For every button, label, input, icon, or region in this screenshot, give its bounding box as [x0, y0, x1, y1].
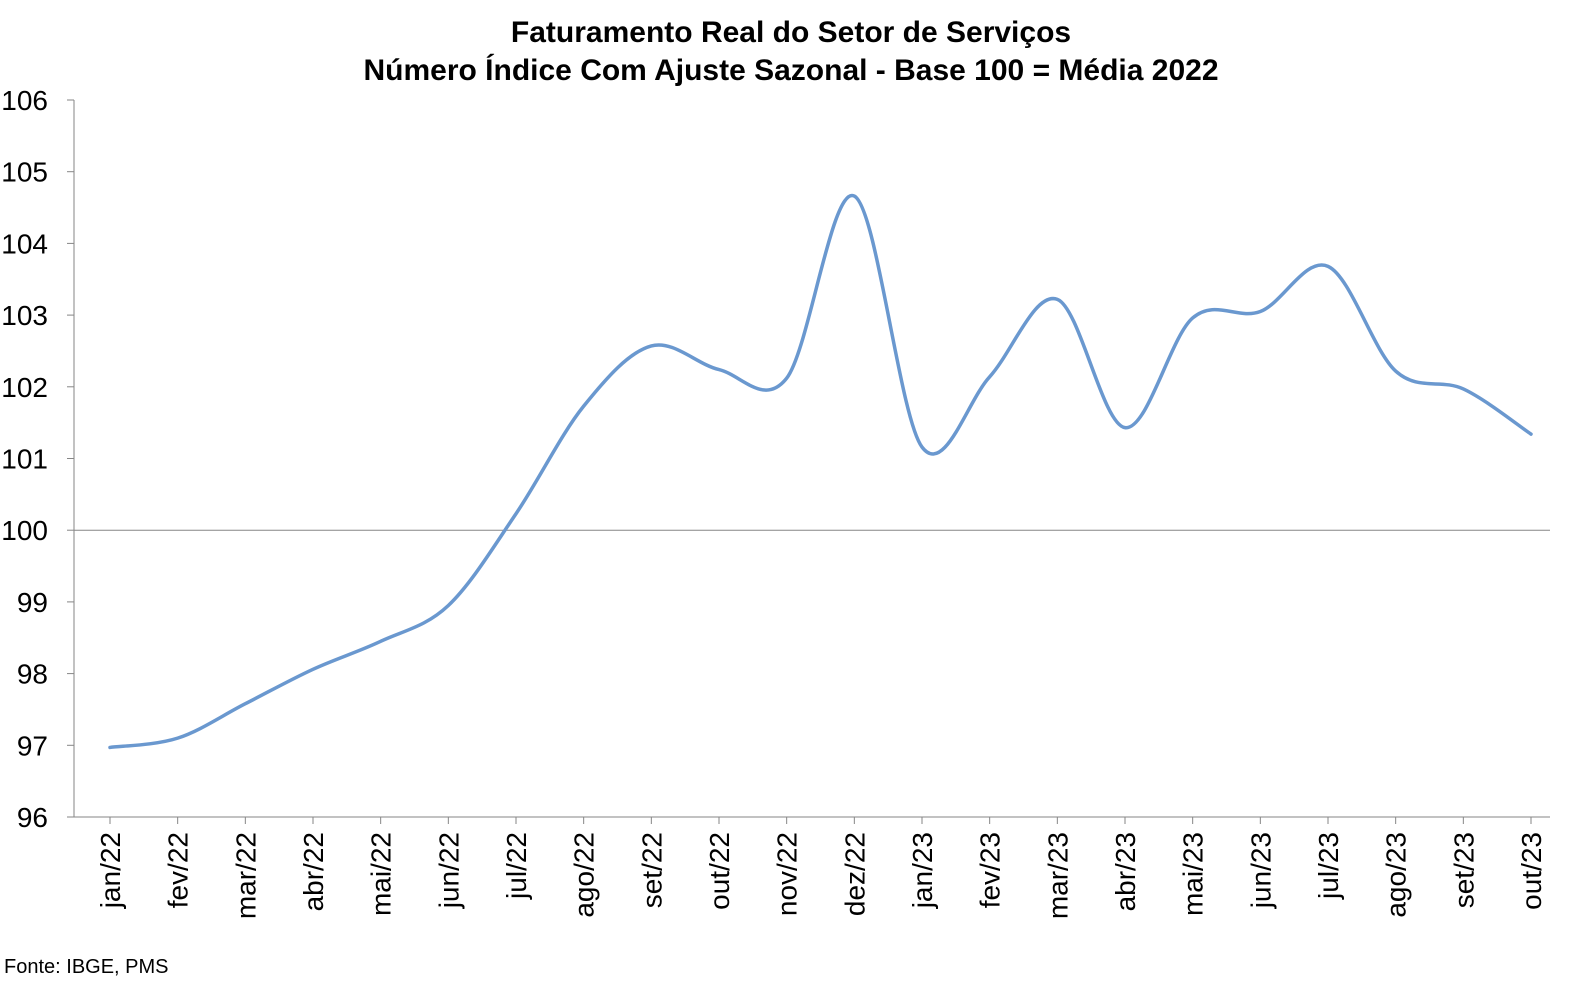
y-tick-label: 99 [17, 587, 48, 618]
x-tick-label: jul/23 [1313, 832, 1344, 900]
data-point-out-23 [1530, 433, 1533, 436]
data-point-jul-22 [515, 512, 518, 515]
x-tick-label: out/23 [1516, 832, 1547, 910]
data-point-jan-22 [109, 746, 112, 749]
data-point-ago-22 [582, 405, 585, 408]
data-point-jan-23 [921, 446, 924, 449]
x-tick-label: mar/23 [1042, 832, 1073, 919]
data-point-mar-23 [1056, 298, 1059, 301]
data-point-mar-22 [244, 702, 247, 705]
x-tick-label: set/23 [1448, 832, 1479, 908]
data-point-jul-23 [1327, 265, 1330, 268]
x-tick-label: fev/22 [163, 832, 194, 908]
data-point-jun-22 [447, 604, 450, 607]
series-group [108, 194, 1533, 750]
x-tick-label: jan/23 [907, 832, 938, 909]
y-tick-label: 106 [1, 85, 48, 116]
data-point-dez-22 [853, 195, 856, 198]
y-tick-label: 104 [1, 228, 48, 259]
series-line [108, 194, 1533, 750]
y-axis: 96 97 98 99 100 101 102 103 104 105 106 [1, 85, 75, 833]
data-point-mai-22 [379, 640, 382, 643]
x-tick-label: mai/22 [366, 832, 397, 916]
x-tick-label: mai/23 [1178, 832, 1209, 916]
x-tick-label: jan/22 [95, 832, 126, 909]
y-tick-label: 100 [1, 515, 48, 546]
data-point-fev-23 [988, 375, 991, 378]
x-tick-label: dez/22 [839, 832, 870, 916]
data-point-jun-23 [1259, 310, 1262, 313]
y-tick-label: 103 [1, 300, 48, 331]
x-tick-label: ago/22 [569, 832, 600, 918]
data-point-abr-22 [312, 668, 315, 671]
y-tick-label: 98 [17, 659, 48, 690]
x-tick-label: nov/22 [772, 832, 803, 916]
data-point-out-22 [718, 368, 721, 371]
x-tick-label: jun/22 [433, 832, 464, 909]
data-point-fev-22 [176, 737, 179, 740]
chart-title: Faturamento Real do Setor de Serviços [510, 16, 1072, 49]
x-tick-label: mar/22 [230, 832, 261, 919]
data-point-abr-23 [1124, 426, 1127, 429]
y-tick-label: 101 [1, 444, 48, 475]
x-tick-label: abr/23 [1110, 832, 1141, 911]
y-tick-label: 105 [1, 157, 48, 188]
x-tick-label: jun/23 [1245, 832, 1276, 909]
source-note: Fonte: IBGE, PMS [4, 956, 169, 978]
chart-title-block: Faturamento Real do Setor de Serviços Nú… [0, 14, 1582, 90]
x-tick-label: set/22 [636, 832, 667, 908]
y-tick-label: 97 [17, 730, 48, 761]
x-axis: jan/22 fev/22 mar/22 abr/22 mai/22 jun/22 jul/… [74, 816, 1550, 919]
data-point-ago-23 [1394, 370, 1397, 373]
chart-subtitle: Número Índice Com Ajuste Sazonal - Base … [363, 54, 1219, 87]
y-tick-label: 102 [1, 372, 48, 403]
x-tick-label: jul/22 [501, 832, 532, 900]
data-point-mai-23 [1191, 316, 1194, 319]
x-tick-label: ago/23 [1381, 832, 1412, 918]
x-tick-label: out/22 [704, 832, 735, 910]
data-point-nov-22 [785, 377, 788, 380]
data-point-set-23 [1462, 387, 1465, 390]
x-tick-label: fev/23 [975, 832, 1006, 908]
data-point-set-22 [650, 344, 653, 347]
y-tick-label: 96 [17, 802, 48, 833]
x-tick-label: abr/22 [298, 832, 329, 911]
